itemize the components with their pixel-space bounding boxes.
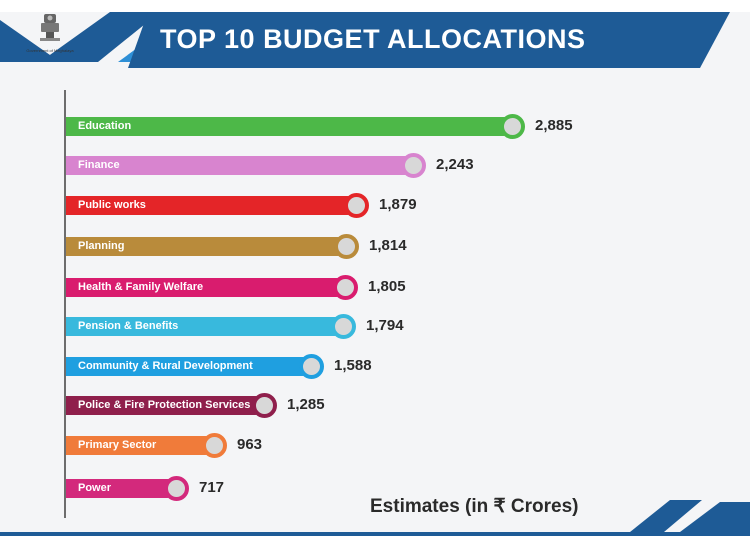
bar-category-label: Finance <box>78 159 120 171</box>
bar-end-marker <box>401 153 426 178</box>
bar-category-label: Planning <box>78 240 125 252</box>
bar-category-label: Education <box>78 120 132 132</box>
bar-value-label: 2,885 <box>535 117 573 134</box>
bar-category-label: Police & Fire Protection Services <box>78 399 251 411</box>
bar-value-label: 1,794 <box>366 317 404 334</box>
bar-4: Health & Family Welfare <box>66 278 346 297</box>
bar-value-label: 1,285 <box>287 396 325 413</box>
bar-category-label: Primary Sector <box>78 439 157 451</box>
emblem-icon <box>40 14 60 41</box>
bar-value-label: 1,814 <box>369 237 407 254</box>
bar-end-marker <box>334 234 359 259</box>
bar-0: Education <box>66 117 513 136</box>
bar-end-marker <box>164 476 189 501</box>
bar-end-marker <box>500 114 525 139</box>
bar-6: Community & Rural Development <box>66 357 312 376</box>
bar-value-label: 963 <box>237 436 263 453</box>
bar-end-marker <box>333 275 358 300</box>
bar-end-marker <box>252 393 277 418</box>
footer-decoration <box>630 500 750 532</box>
bar-value-label: 1,879 <box>379 196 417 213</box>
page-title: TOP 10 BUDGET ALLOCATIONS <box>160 24 586 54</box>
bar-2: Public works <box>66 196 357 215</box>
bar-5: Pension & Benefits <box>66 317 344 336</box>
bar-9: Power <box>66 479 177 498</box>
bar-end-marker <box>331 314 356 339</box>
bar-7: Police & Fire Protection Services <box>66 396 265 415</box>
bar-value-label: 1,805 <box>368 278 406 295</box>
bar-category-label: Health & Family Welfare <box>78 281 204 293</box>
bar-value-label: 717 <box>199 479 225 496</box>
bar-category-label: Power <box>78 482 112 494</box>
bar-3: Planning <box>66 237 347 256</box>
bar-category-label: Community & Rural Development <box>78 360 253 372</box>
bar-end-marker <box>344 193 369 218</box>
bar-8: Primary Sector <box>66 436 215 455</box>
y-axis-line <box>64 90 66 518</box>
government-emblem: Government of Meghalaya <box>24 12 76 53</box>
header-banner <box>0 0 750 68</box>
emblem-caption: Government of Meghalaya <box>26 48 74 53</box>
bar-value-label: 2,243 <box>436 156 474 173</box>
bottom-strip <box>0 532 750 536</box>
bar-end-marker <box>202 433 227 458</box>
bar-value-label: 1,588 <box>334 357 372 374</box>
bar-1: Finance <box>66 156 414 175</box>
bar-category-label: Pension & Benefits <box>78 320 179 332</box>
bar-end-marker <box>299 354 324 379</box>
units-note: Estimates (in ₹ Crores) <box>370 496 579 517</box>
bar-category-label: Public works <box>78 199 146 211</box>
